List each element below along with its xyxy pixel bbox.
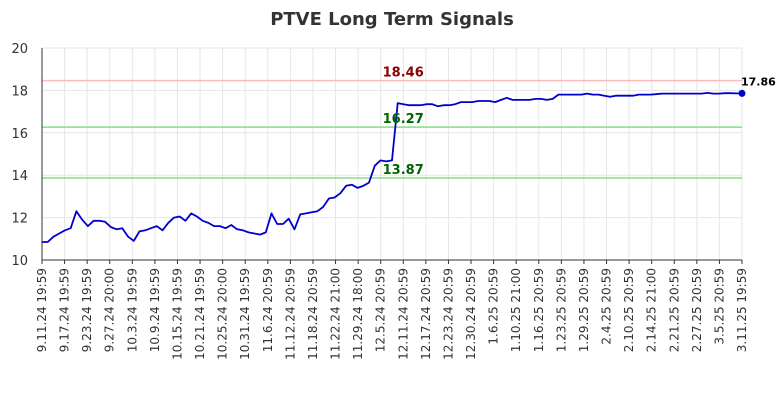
reference-line-label: 16.27 (383, 112, 424, 127)
x-tick-label: 9.23.24 19:59 (80, 268, 94, 352)
x-tick-label: 12.23.24 20:59 (441, 268, 455, 360)
x-tick-label: 2.10.25 20:59 (622, 268, 636, 352)
x-tick-label: 10.31.24 19:59 (238, 268, 252, 360)
y-tick-label: 16 (11, 127, 28, 142)
chart-title: PTVE Long Term Signals (270, 9, 514, 30)
x-tick-label: 11.22.24 21:00 (329, 268, 343, 360)
x-tick-label: 12.5.24 20:59 (374, 268, 388, 352)
x-tick-label: 11.12.24 20:59 (283, 268, 297, 360)
x-tick-label: 2.27.25 20:59 (690, 268, 704, 352)
axes: 10 12 14 16 18 20 9.11.24 19:59 9.17.24 19:59 9.… (11, 42, 749, 360)
x-tick-label: 1.16.25 20:59 (532, 268, 546, 352)
y-tick-label: 14 (11, 169, 28, 184)
x-tick-label: 9.11.24 19:59 (35, 268, 49, 352)
x-tick-label: 11.29.24 18:00 (351, 268, 365, 360)
x-tick-label: 3.11.25 19:59 (735, 268, 749, 352)
x-tick-label: 2.4.25 20:59 (600, 268, 614, 345)
y-tick-label: 18 (11, 84, 28, 99)
x-tick-label: 9.17.24 19:59 (58, 268, 72, 352)
y-tick-label: 10 (11, 254, 28, 269)
y-tick-label: 20 (11, 42, 28, 57)
x-tick-label: 1.29.25 20:59 (577, 268, 591, 352)
x-tick-label: 12.30.24 20:59 (464, 268, 478, 360)
x-tick-label: 10.15.24 19:59 (170, 268, 184, 360)
x-tick-label: 10.21.24 19:59 (193, 268, 207, 360)
x-tick-label: 2.21.25 20:59 (667, 268, 681, 352)
labels: 18.46 16.27 13.87 17.86 (383, 66, 777, 178)
x-tick-label: 11.6.24 20:59 (261, 268, 275, 352)
x-tick-label: 10.25.24 20:00 (216, 268, 230, 360)
x-tick-label: 2.14.25 21:00 (645, 268, 659, 352)
reference-lines (42, 79, 742, 179)
x-tick-label: 10.3.24 19:59 (125, 268, 139, 352)
x-tick-label: 1.23.25 20:59 (554, 268, 568, 352)
y-tick-label: 12 (11, 212, 28, 227)
last-value-marker (738, 89, 746, 97)
x-tick-label: 10.9.24 19:59 (148, 268, 162, 352)
x-tick-label: 1.10.25 21:00 (509, 268, 523, 352)
series-line (42, 92, 742, 243)
x-tick-label: 12.17.24 20:59 (419, 268, 433, 360)
reference-line-label: 18.46 (383, 66, 424, 81)
reference-line-label: 13.87 (383, 163, 424, 178)
x-tick-label: 1.6.25 20:59 (487, 268, 501, 345)
grid (41, 47, 743, 261)
series (42, 89, 746, 243)
last-value-label: 17.86 (741, 75, 776, 88)
x-tick-label: 9.27.24 20:00 (103, 268, 117, 352)
x-tick-label: 3.5.25 20:59 (712, 268, 726, 345)
x-tick-label: 12.11.24 20:59 (396, 268, 410, 360)
x-tick-label: 11.18.24 20:59 (306, 268, 320, 360)
